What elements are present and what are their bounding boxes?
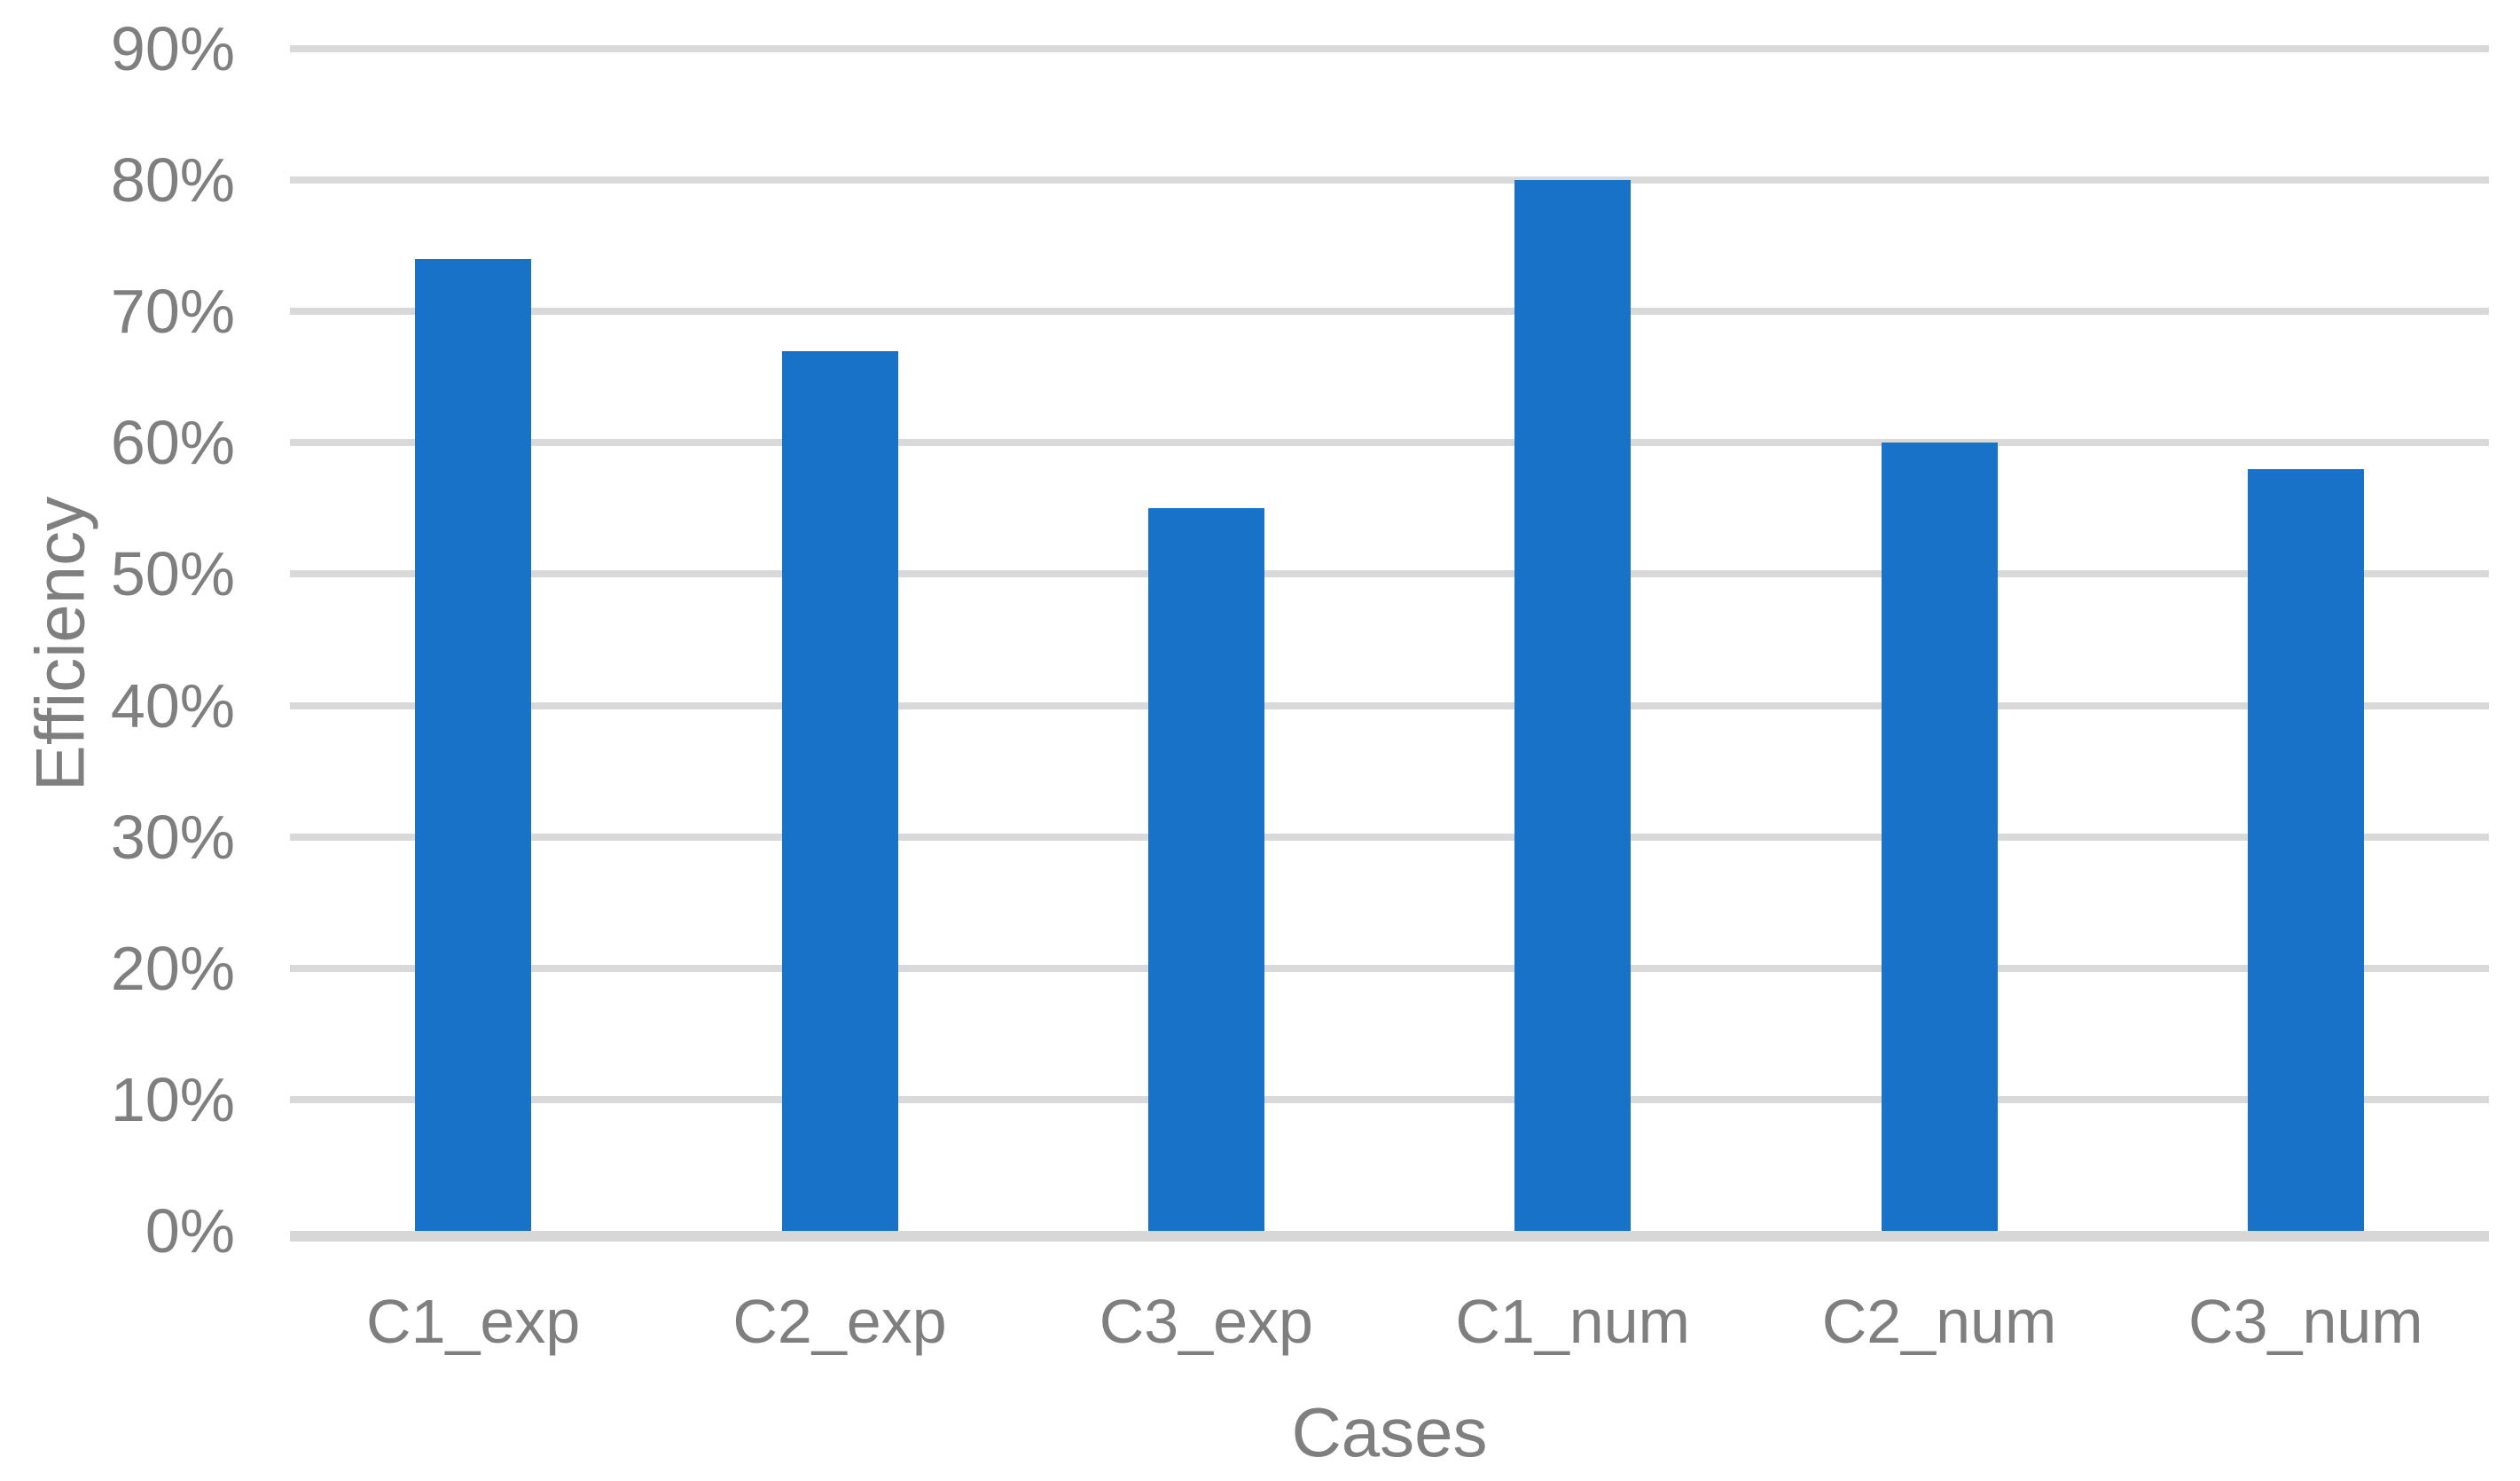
x-category-label: C3_num [2188, 1287, 2423, 1356]
x-axis-title: Cases [1291, 1393, 1488, 1471]
y-tick-label: 30% [110, 802, 235, 872]
bar-c1_num [1514, 180, 1632, 1231]
gridline [290, 1095, 2489, 1103]
bar-c2_num [1881, 443, 1998, 1231]
y-tick-label: 40% [110, 670, 235, 740]
y-tick-label: 20% [110, 933, 235, 1003]
gridline [290, 439, 2489, 447]
y-tick-label: 10% [110, 1064, 235, 1134]
y-tick-label: 60% [110, 408, 235, 478]
x-category-label: C2_num [1821, 1287, 2057, 1356]
bar-c3_exp [1147, 508, 1264, 1231]
y-tick-label: 70% [110, 277, 235, 347]
x-axis-line [290, 1231, 2489, 1242]
x-category-label: C2_exp [732, 1287, 947, 1356]
gridline [290, 964, 2489, 972]
bar-c2_exp [781, 350, 898, 1231]
x-category-label: C1_exp [366, 1287, 581, 1356]
gridline [290, 308, 2489, 316]
gridline [290, 45, 2489, 52]
y-tick-label: 50% [110, 539, 235, 609]
plot-area [290, 45, 2489, 1242]
gridline [290, 570, 2489, 578]
gridline [290, 176, 2489, 184]
y-tick-label: 80% [110, 145, 235, 215]
gridline [290, 833, 2489, 841]
bar-c3_num [2247, 468, 2364, 1231]
y-tick-label: 90% [110, 14, 235, 83]
y-axis-title: Efficiency [20, 496, 99, 792]
x-category-label: C3_exp [1099, 1287, 1313, 1356]
x-category-label: C1_num [1455, 1287, 1690, 1356]
bar-c1_exp [415, 258, 532, 1231]
y-tick-label: 0% [145, 1196, 235, 1266]
gridline [290, 701, 2489, 709]
